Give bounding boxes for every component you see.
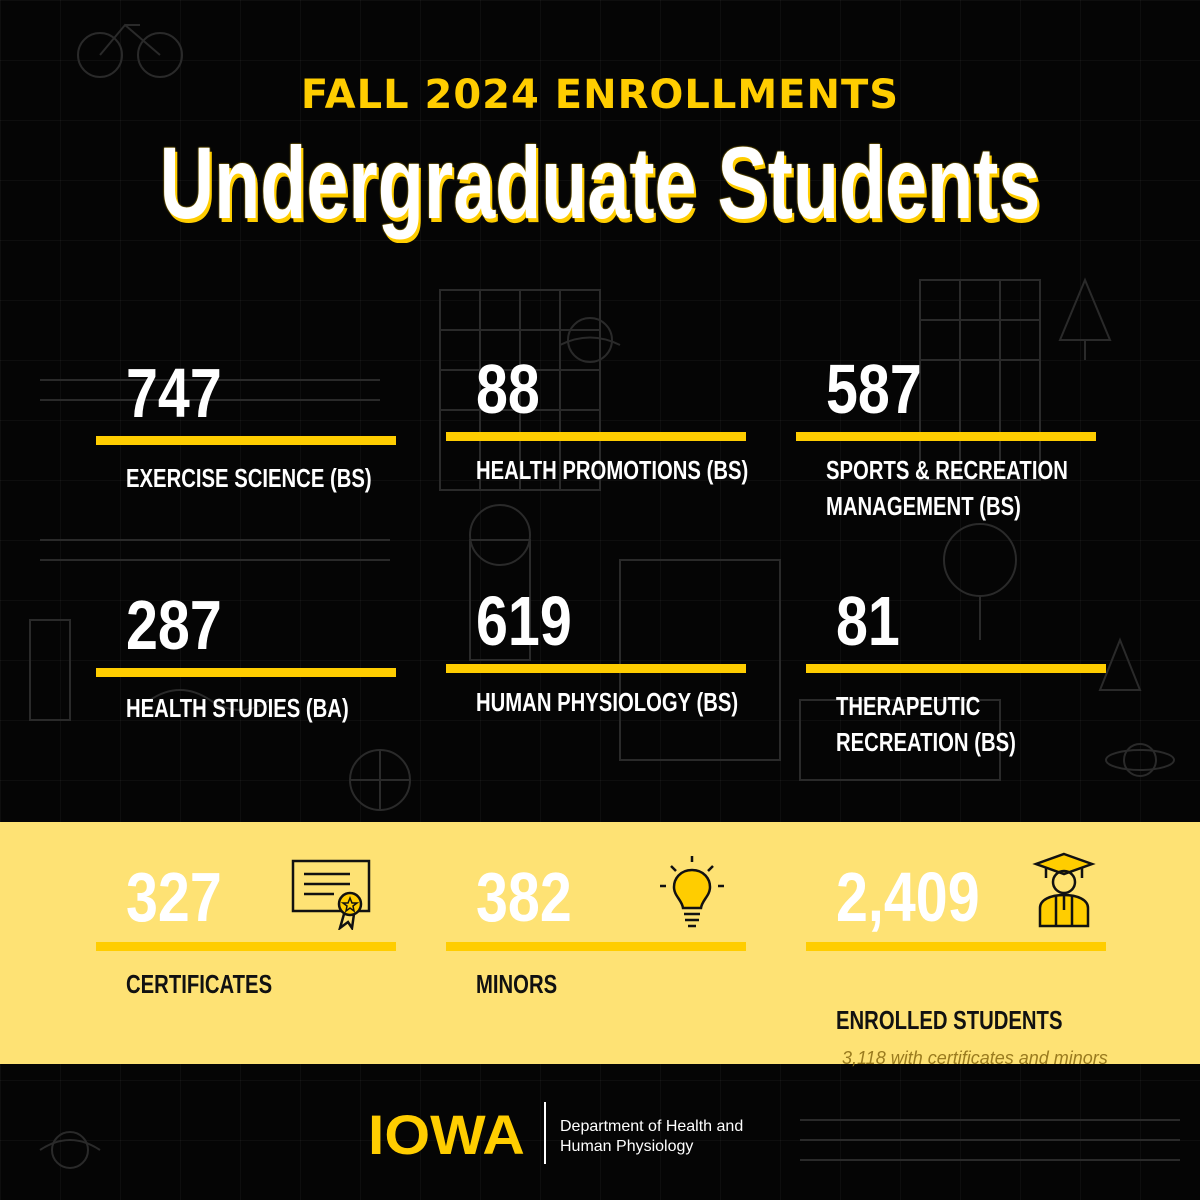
stat-label: SPORTS & RECREATION MANAGEMENT (BS) (826, 452, 1068, 524)
stat-label: CERTIFICATES (126, 969, 273, 999)
stat-label: THERAPEUTIC RECREATION (BS) (836, 688, 1016, 760)
stat-rule (96, 668, 396, 677)
header-subtitle: FALL 2024 ENROLLMENTS (300, 72, 900, 118)
stat-label-line: EXERCISE SCIENCE (BS) (126, 463, 372, 493)
stat-label-line: HEALTH STUDIES (BA) (126, 693, 349, 723)
stat-label-line: RECREATION (BS) (836, 727, 1016, 757)
stat-rule (806, 664, 1106, 673)
stat-count: 81 (836, 582, 900, 660)
page-title: Undergraduate Students (159, 126, 1041, 240)
certificate-icon (291, 859, 371, 930)
stat-rule (796, 432, 1096, 441)
stat-rule (806, 942, 1106, 951)
stat-count: 587 (826, 350, 922, 428)
department-name-line: Department of Health and (560, 1118, 744, 1135)
stat-label: HEALTH STUDIES (BA) (126, 690, 349, 726)
stat-count: 287 (126, 586, 222, 664)
totals-band: 327 CERTIFICATES 382 MINORS (0, 822, 1200, 1068)
stat-label: HEALTH PROMOTIONS (BS) (476, 452, 748, 488)
stat-count: 2,409 (836, 858, 980, 936)
stat-rule (96, 942, 396, 951)
stat-label-line: HEALTH PROMOTIONS (BS) (476, 455, 749, 485)
stat-count: 619 (476, 582, 572, 660)
stat-rule (446, 942, 746, 951)
department-name: Department of Health and Human Physiolog… (560, 1117, 743, 1157)
stat-label-line: THERAPEUTIC (836, 691, 981, 721)
stat-label: MINORS (476, 969, 558, 999)
stat-label-line: HUMAN PHYSIOLOGY (BS) (476, 687, 739, 717)
stat-rule (446, 432, 746, 441)
stat-label-line: SPORTS & RECREATION (826, 455, 1068, 485)
stat-label-line: MANAGEMENT (BS) (826, 491, 1021, 521)
stat-rule (446, 664, 746, 673)
stat-note: 3,118 with certificates and minors (842, 1048, 1108, 1068)
stat-count: 747 (126, 354, 222, 432)
stat-label: EXERCISE SCIENCE (BS) (126, 460, 372, 496)
stat-label: ENROLLED STUDENTS (836, 1005, 1063, 1035)
stat-count: 327 (126, 858, 222, 936)
stat-count: 88 (476, 350, 540, 428)
iowa-logo: IOWA (368, 1103, 525, 1166)
department-name-line: Human Physiology (560, 1138, 694, 1155)
lightbulb-icon (660, 856, 724, 928)
footer-divider (544, 1102, 546, 1164)
stat-label: HUMAN PHYSIOLOGY (BS) (476, 684, 738, 720)
stat-rule (96, 436, 396, 445)
stat-count: 382 (476, 858, 572, 936)
graduate-icon (1032, 852, 1096, 928)
